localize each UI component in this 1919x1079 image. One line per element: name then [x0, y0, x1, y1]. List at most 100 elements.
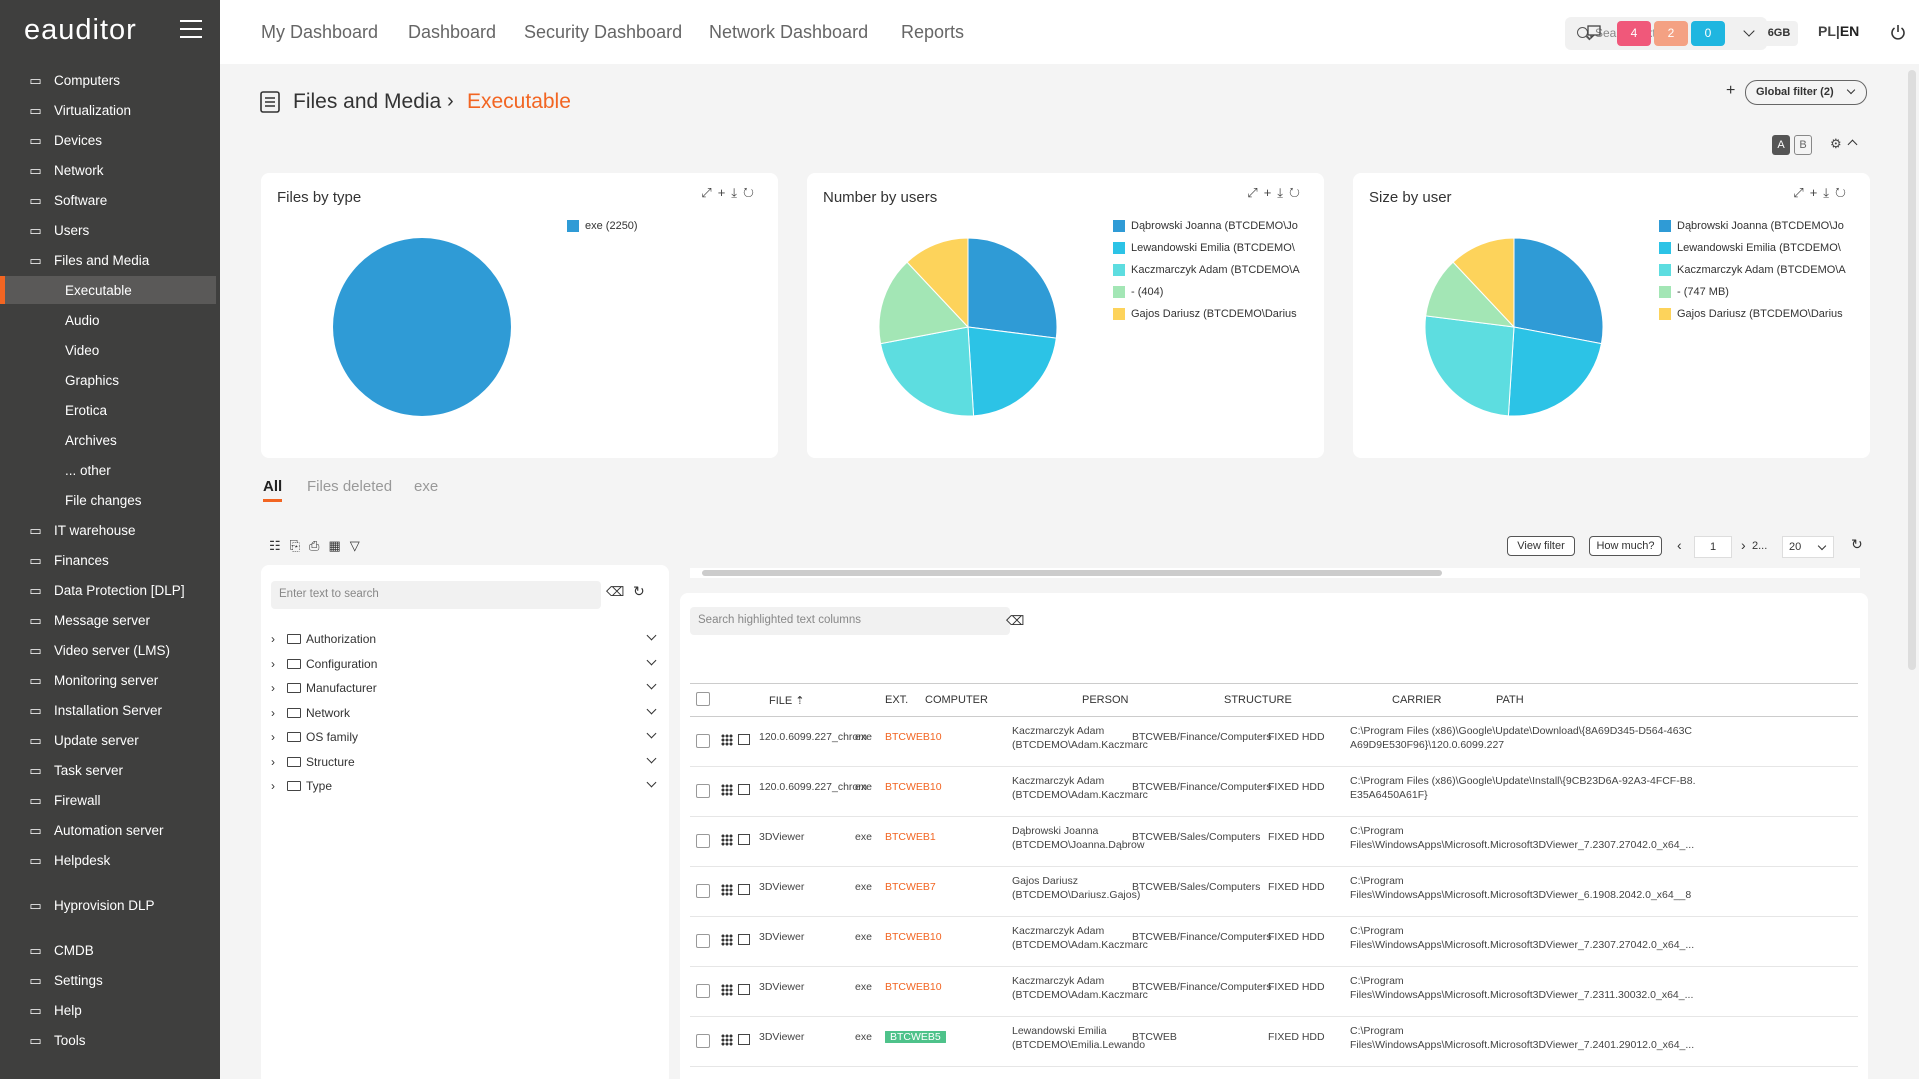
chevron-down-icon[interactable] [646, 679, 657, 690]
sidebar-item-settings[interactable]: ▭ Settings [0, 966, 216, 994]
table-row[interactable]: 3DViewer exe BTCWEB7 Gajos Dariusz (BTCDEMO\… [690, 868, 1858, 917]
legend-item[interactable]: Gajos Dariusz (BTCDEMO\Darius [1113, 303, 1313, 325]
person-cell-name[interactable]: Gajos Dariusz [1012, 875, 1078, 887]
gear-icon[interactable]: ⚙ [1830, 136, 1842, 151]
sidebar-item-devices[interactable]: ▭ Devices [0, 126, 216, 154]
message-icon[interactable] [1587, 25, 1601, 39]
alert-badge-blue[interactable]: 0 [1691, 21, 1725, 46]
person-cell-account[interactable]: (BTCDEMO\Adam.Kaczmarc [1012, 939, 1148, 951]
chevron-down-icon[interactable] [646, 777, 657, 788]
grid-icon[interactable] [721, 834, 733, 846]
chevron-right-icon[interactable]: › [271, 656, 275, 671]
sidebar-item-it-warehouse[interactable]: ▭ IT warehouse [0, 516, 216, 544]
table-search-input[interactable]: Search highlighted text columns [690, 607, 1010, 635]
column-header-ext[interactable]: EXT. [885, 694, 909, 706]
person-cell-account[interactable]: (BTCDEMO\Adam.Kaczmarc [1012, 739, 1148, 751]
pie-slice[interactable] [906, 237, 969, 329]
person-cell-account[interactable]: (BTCDEMO\Adam.Kaczmarc [1012, 989, 1148, 1001]
tab-exe[interactable]: exe [414, 478, 439, 495]
chevron-down-icon[interactable] [646, 655, 657, 665]
sidebar-item-message-server[interactable]: ▭ Message server [0, 606, 216, 634]
pie-slice[interactable] [1424, 315, 1515, 417]
sidebar-item-automation-server[interactable]: ▭ Automation server [0, 816, 216, 844]
tree-item[interactable]: › Network [271, 703, 661, 723]
computer-cell[interactable]: BTCWEB5 [885, 1031, 946, 1043]
column-header-computer[interactable]: COMPUTER [925, 694, 988, 706]
clear-icon[interactable]: ⌫ [1006, 613, 1025, 628]
alert-badge-orange[interactable]: 2 [1654, 21, 1688, 46]
legend-item[interactable]: Dąbrowski Joanna (BTCDEMO\Jo [1659, 215, 1859, 237]
chart-toolbar[interactable]: ⤢+⤓↻ [1793, 185, 1852, 200]
row-checkbox[interactable] [696, 784, 710, 798]
computer-cell[interactable]: BTCWEB10 [885, 731, 942, 743]
chart-toolbar[interactable]: ⤢+⤓↻ [1247, 185, 1306, 200]
sidebar-item-firewall[interactable]: ▭ Firewall [0, 786, 216, 814]
sidebar-item-installation-server[interactable]: ▭ Installation Server [0, 696, 216, 724]
sidebar-item-helpdesk[interactable]: ▭ Helpdesk [0, 846, 216, 874]
details-icon[interactable] [738, 834, 750, 845]
refresh-icon[interactable]: ↻ [633, 583, 645, 599]
computer-cell[interactable]: BTCWEB7 [885, 881, 936, 893]
sidebar-item-virtualization[interactable]: ▭ Virtualization [0, 96, 216, 124]
grid-icon[interactable] [721, 1034, 733, 1046]
sidebar-item-tools[interactable]: ▭ Tools [0, 1026, 216, 1054]
person-cell-account[interactable]: (BTCDEMO\Adam.Kaczmarc [1012, 789, 1148, 801]
grid-icon[interactable] [721, 734, 733, 746]
legend-item[interactable]: exe (2250) [567, 215, 638, 237]
sidebar-item-hyprovision-dlp[interactable]: ▭ Hyprovision DLP [0, 891, 216, 919]
layout-a-button[interactable]: A [1772, 135, 1790, 155]
chevron-up-icon[interactable] [1847, 139, 1858, 150]
legend-item[interactable]: Kaczmarczyk Adam (BTCDEMO\A [1659, 259, 1859, 281]
computer-cell[interactable]: BTCWEB10 [885, 781, 942, 793]
grid-icon[interactable] [721, 784, 733, 796]
person-cell-name[interactable]: Lewandowski Emilia [1012, 1025, 1107, 1037]
grid-icon[interactable] [721, 984, 733, 996]
sidebar-item-file-changes[interactable]: File changes [0, 486, 216, 514]
chevron-down-icon[interactable] [646, 728, 657, 739]
layout-b-button[interactable]: B [1794, 135, 1812, 155]
page-scrollbar[interactable] [1908, 70, 1916, 670]
next-page-icon[interactable]: › [1741, 537, 1746, 553]
alert-badge-red[interactable]: 4 [1617, 21, 1651, 46]
tab-my-dashboard[interactable]: My Dashboard [261, 22, 379, 42]
tab-dashboard[interactable]: Dashboard [408, 22, 497, 42]
column-header-file[interactable]: FILE ⇡ [769, 695, 805, 707]
menu-icon[interactable] [180, 20, 202, 38]
details-icon[interactable] [738, 1034, 750, 1045]
legend-item[interactable]: Lewandowski Emilia (BTCDEMO\ [1659, 237, 1859, 259]
row-checkbox[interactable] [696, 984, 710, 998]
sidebar-item-audio[interactable]: Audio [0, 306, 216, 334]
pie-slice[interactable] [879, 326, 975, 417]
tree-item[interactable]: › Structure [271, 752, 661, 772]
chevron-right-icon[interactable]: › [271, 681, 275, 695]
sidebar-item-data-protection-dlp[interactable]: ▭ Data Protection [DLP] [0, 576, 216, 604]
chevron-down-icon[interactable] [1743, 25, 1755, 37]
person-cell-name[interactable]: Kaczmarczyk Adam [1012, 925, 1105, 937]
table-row[interactable]: 120.0.6099.227_chrom exe BTCWEB10 Kaczmarcz… [690, 768, 1858, 817]
add-icon[interactable]: + [1726, 82, 1736, 99]
details-icon[interactable] [738, 734, 750, 745]
details-icon[interactable] [738, 784, 750, 795]
legend-item[interactable]: - (404) [1113, 281, 1313, 303]
tab-security-dashboard[interactable]: Security Dashboard [524, 22, 683, 42]
computer-cell[interactable]: BTCWEB10 [885, 981, 942, 993]
lang-en[interactable]: EN [1839, 23, 1860, 39]
pie-slice[interactable] [333, 238, 511, 416]
row-checkbox[interactable] [696, 734, 710, 748]
sidebar-item-erotica[interactable]: Erotica [0, 396, 216, 424]
sidebar-item-other[interactable]: ... other [0, 456, 216, 484]
person-cell-name[interactable]: Kaczmarczyk Adam [1012, 775, 1105, 787]
table-row[interactable]: 3DViewer exe BTCWEB10 Kaczmarczyk Adam (BTCD… [690, 918, 1858, 967]
legend-item[interactable]: Gajos Dariusz (BTCDEMO\Darius [1659, 303, 1859, 325]
page-title[interactable]: Files and Media [293, 90, 442, 113]
computer-cell[interactable]: BTCWEB1 [885, 831, 936, 843]
chevron-right-icon[interactable]: › [271, 632, 275, 646]
sidebar-item-network[interactable]: ▭ Network [0, 156, 216, 184]
pie-slice[interactable] [967, 237, 1058, 339]
person-cell-name[interactable]: Kaczmarczyk Adam [1012, 725, 1105, 737]
row-checkbox[interactable] [696, 1034, 710, 1048]
column-header-person[interactable]: PERSON [1082, 694, 1129, 706]
chevron-down-icon[interactable] [646, 630, 657, 641]
legend-item[interactable]: - (747 MB) [1659, 281, 1859, 303]
sidebar-item-computers[interactable]: ▭ Computers [0, 66, 216, 94]
